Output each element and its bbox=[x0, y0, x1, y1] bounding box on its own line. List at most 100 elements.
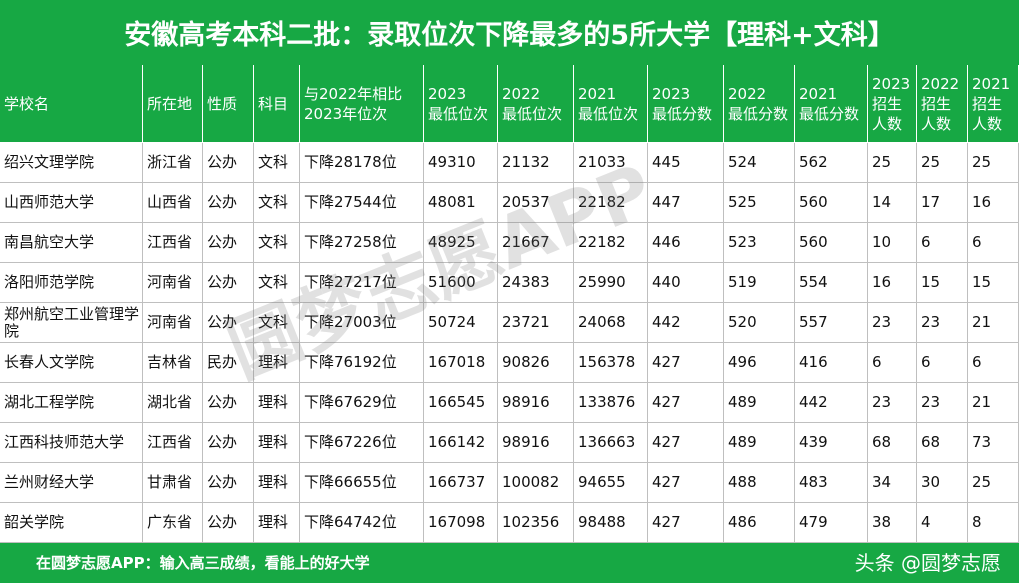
table-cell: 河南省 bbox=[143, 303, 203, 343]
table-cell: 30 bbox=[917, 463, 968, 503]
table-cell: 416 bbox=[795, 343, 868, 383]
header-line: 2023年位次 bbox=[304, 104, 388, 123]
table-cell: 下降67629位 bbox=[300, 383, 424, 423]
footer-credit: 头条 @圆梦志愿 bbox=[854, 551, 1001, 575]
table-cell: 公办 bbox=[203, 223, 254, 263]
title: 安徽高考本科二批：录取位次下降最多的5所大学【理科+文科】 bbox=[0, 0, 1019, 65]
table-cell: 湖北省 bbox=[143, 383, 203, 423]
header-cell: 2021 最低位次 bbox=[574, 65, 648, 143]
header-line: 最低位次 bbox=[502, 104, 563, 123]
table-cell: 6 bbox=[968, 223, 1019, 263]
header-cell: 所在地 bbox=[143, 65, 203, 143]
table-cell: 浙江省 bbox=[143, 143, 203, 183]
table-cell: 洛阳师范学院 bbox=[0, 263, 143, 303]
table-cell: 下降66655位 bbox=[300, 463, 424, 503]
table-cell: 6 bbox=[868, 343, 917, 383]
table-cell: 440 bbox=[648, 263, 724, 303]
table-cell: 理科 bbox=[254, 463, 300, 503]
table-cell: 442 bbox=[795, 383, 868, 423]
table-cell: 23 bbox=[868, 303, 917, 343]
header-cell: 2023 最低位次 bbox=[424, 65, 498, 143]
table-cell: 483 bbox=[795, 463, 868, 503]
header-cell: 2022 最低位次 bbox=[498, 65, 574, 143]
header-cell: 2022 招生 人数 bbox=[917, 65, 968, 143]
table-cell: 136663 bbox=[574, 423, 648, 463]
table-cell: 兰州财经大学 bbox=[0, 463, 143, 503]
header-line: 2023 bbox=[652, 84, 691, 103]
header-line: 与2022年相比 bbox=[304, 84, 403, 103]
table-cell: 4 bbox=[917, 503, 968, 543]
header-line: 招生 bbox=[921, 94, 952, 113]
table-cell: 166545 bbox=[424, 383, 498, 423]
table-cell: 523 bbox=[724, 223, 795, 263]
table-cell: 文科 bbox=[254, 303, 300, 343]
header-line: 2022 bbox=[921, 74, 960, 93]
table-cell: 江西科技师范大学 bbox=[0, 423, 143, 463]
table-cell: 公办 bbox=[203, 383, 254, 423]
table-cell: 下降76192位 bbox=[300, 343, 424, 383]
table-cell: 557 bbox=[795, 303, 868, 343]
table-cell: 公办 bbox=[203, 263, 254, 303]
table-cell: 公办 bbox=[203, 423, 254, 463]
table-cell: 167098 bbox=[424, 503, 498, 543]
table-cell: 25 bbox=[917, 143, 968, 183]
table-cell: 22182 bbox=[574, 183, 648, 223]
table-cell: 34 bbox=[868, 463, 917, 503]
table-cell: 17 bbox=[917, 183, 968, 223]
table-cell: 16 bbox=[868, 263, 917, 303]
header-line: 2022 bbox=[728, 84, 767, 103]
header-line: 人数 bbox=[872, 114, 903, 133]
header-cell: 2021 最低分数 bbox=[795, 65, 868, 143]
table-cell: 文科 bbox=[254, 143, 300, 183]
table-cell: 广东省 bbox=[143, 503, 203, 543]
table-cell: 94655 bbox=[574, 463, 648, 503]
table-cell: 长春人文学院 bbox=[0, 343, 143, 383]
header-cell: 学校名 bbox=[0, 65, 143, 143]
header-line: 2021 bbox=[972, 74, 1011, 93]
footer: 在圆梦志愿APP：输入高三成绩，看能上的好大学 头条 @圆梦志愿 bbox=[0, 543, 1019, 583]
table-cell: 理科 bbox=[254, 383, 300, 423]
table-cell: 23 bbox=[868, 383, 917, 423]
table-cell: 427 bbox=[648, 423, 724, 463]
table-cell: 理科 bbox=[254, 503, 300, 543]
header-line: 最低分数 bbox=[799, 104, 860, 123]
header-line: 性质 bbox=[207, 94, 238, 113]
table-cell: 下降64742位 bbox=[300, 503, 424, 543]
header-line: 最低分数 bbox=[652, 104, 713, 123]
header-line: 科目 bbox=[258, 94, 289, 113]
header-line: 最低分数 bbox=[728, 104, 789, 123]
table-cell: 下降27258位 bbox=[300, 223, 424, 263]
table-cell: 73 bbox=[968, 423, 1019, 463]
header-line: 2022 bbox=[502, 84, 541, 103]
table-cell: 524 bbox=[724, 143, 795, 183]
table-cell: 166737 bbox=[424, 463, 498, 503]
table-cell: 51600 bbox=[424, 263, 498, 303]
table-cell: 山西师范大学 bbox=[0, 183, 143, 223]
table-cell: 23 bbox=[917, 303, 968, 343]
table-cell: 公办 bbox=[203, 183, 254, 223]
table-cell: 下降27003位 bbox=[300, 303, 424, 343]
table-cell: 湖北工程学院 bbox=[0, 383, 143, 423]
table-cell: 文科 bbox=[254, 223, 300, 263]
table-cell: 绍兴文理学院 bbox=[0, 143, 143, 183]
header-cell: 科目 bbox=[254, 65, 300, 143]
table-cell: 133876 bbox=[574, 383, 648, 423]
table-cell: 445 bbox=[648, 143, 724, 183]
table-cell: 文科 bbox=[254, 183, 300, 223]
header-line: 2023 bbox=[872, 74, 911, 93]
header-cell: 性质 bbox=[203, 65, 254, 143]
header-line: 2021 bbox=[799, 84, 838, 103]
table-cell: 理科 bbox=[254, 423, 300, 463]
table-cell: 489 bbox=[724, 383, 795, 423]
table-cell: 21 bbox=[968, 303, 1019, 343]
table-cell: 21 bbox=[968, 383, 1019, 423]
table-cell: 486 bbox=[724, 503, 795, 543]
table-cell: 15 bbox=[917, 263, 968, 303]
table-cell: 14 bbox=[868, 183, 917, 223]
table-cell: 吉林省 bbox=[143, 343, 203, 383]
table-cell: 下降67226位 bbox=[300, 423, 424, 463]
table-cell: 21033 bbox=[574, 143, 648, 183]
table-cell: 525 bbox=[724, 183, 795, 223]
table-cell: 479 bbox=[795, 503, 868, 543]
table-cell: 15 bbox=[968, 263, 1019, 303]
